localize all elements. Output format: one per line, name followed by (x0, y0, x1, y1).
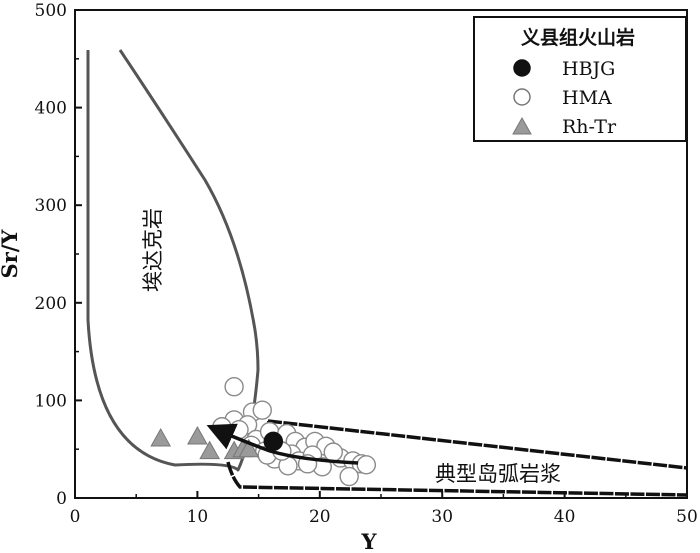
rh-tr-point (187, 426, 208, 445)
x-tick-label: 40 (554, 507, 576, 527)
hma-point (323, 442, 343, 462)
legend-label-hma: HMA (562, 87, 612, 109)
y-tick-label: 300 (35, 196, 67, 216)
x-tick-label: 10 (187, 507, 209, 527)
arc-magma-region-label: 典型岛弧岩浆 (435, 462, 561, 486)
x-tick-label: 50 (676, 507, 698, 527)
adakite-field-boundary (86, 49, 260, 472)
adakite-region-label: 埃达克岩 (141, 208, 165, 292)
y-tick-label: 400 (35, 99, 67, 119)
legend-title: 义县组火山岩 (521, 26, 635, 49)
rh-tr-point (150, 427, 172, 447)
legend-marker-rh-tr (512, 116, 532, 135)
y-tick-label: 200 (35, 294, 67, 314)
rh-tr-point (238, 438, 260, 458)
legend-box (473, 16, 687, 142)
hma-point (356, 455, 377, 475)
data-points (150, 377, 377, 487)
arc-magma-field-upper-boundary (267, 419, 688, 470)
y-axis-title: Sr/Y (0, 229, 22, 279)
y-tick-label: 0 (56, 489, 67, 509)
hbjg-point (263, 431, 284, 452)
x-tick-label: 0 (70, 507, 81, 527)
x-tick-label: 20 (309, 507, 331, 527)
arc-magma-field-lower-boundary (226, 461, 688, 497)
hma-point (252, 400, 272, 420)
legend-marker-hbjg (513, 59, 531, 77)
hma-point (339, 466, 359, 487)
hma-point (224, 377, 244, 397)
rh-tr-point (199, 440, 220, 460)
y-tick-label: 500 (35, 1, 67, 21)
legend-label-hbjg: HBJG (562, 58, 615, 80)
y-tick-label: 100 (35, 391, 67, 411)
legend-marker-hma (513, 88, 531, 106)
legend: 义县组火山岩 HBJG HMA Rh-Tr (473, 16, 687, 142)
legend-label-rh-tr: Rh-Tr (562, 116, 617, 138)
x-axis-title: Y (361, 529, 378, 553)
x-tick-label: 30 (431, 507, 453, 527)
axis-ticks (74, 9, 688, 499)
trend-arrow (206, 423, 359, 465)
